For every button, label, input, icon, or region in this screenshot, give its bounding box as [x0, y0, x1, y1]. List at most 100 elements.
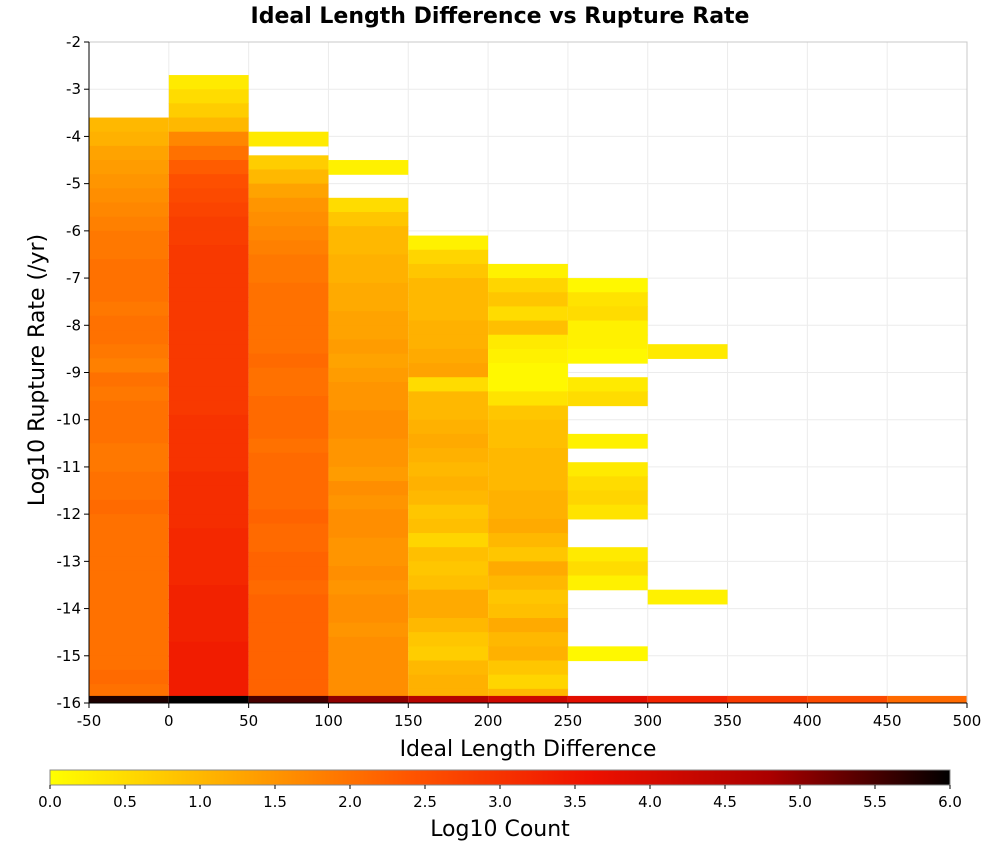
heatmap-cell — [248, 495, 329, 511]
heatmap-cell-bottom — [168, 695, 249, 703]
heatmap-cell — [647, 589, 728, 605]
y-tick-label: -16 — [57, 694, 82, 712]
heatmap-cell — [168, 372, 249, 388]
heatmap-cell — [248, 566, 329, 581]
x-tick-label: 250 — [554, 712, 583, 730]
heatmap-cell — [408, 674, 489, 690]
heatmap-cell — [89, 273, 169, 289]
heatmap-cell-bottom — [488, 695, 568, 703]
heatmap-cell — [328, 282, 409, 298]
heatmap-cell — [408, 688, 489, 697]
y-tick-label: -2 — [66, 33, 81, 51]
heatmap-cell — [408, 618, 489, 633]
heatmap-cell — [488, 348, 568, 364]
heatmap-cell — [89, 131, 169, 147]
heatmap-cell — [567, 476, 648, 492]
x-tick-label: 150 — [394, 712, 423, 730]
heatmap-cell — [488, 547, 568, 562]
heatmap-cell-bottom — [887, 695, 967, 703]
heatmap-cell — [488, 561, 568, 577]
heatmap-cell — [408, 589, 489, 605]
heatmap-cell — [248, 282, 329, 298]
heatmap-cell — [248, 665, 329, 680]
y-tick-label: -12 — [57, 505, 82, 523]
heatmap-cell — [248, 169, 329, 185]
heatmap-cell — [248, 622, 329, 638]
colorbar-tick-label: 2.0 — [338, 793, 362, 811]
colorbar-tick-label: 0.0 — [38, 793, 62, 811]
x-tick-label: -50 — [77, 712, 102, 730]
heatmap-cell — [89, 372, 169, 388]
heatmap-cell — [567, 278, 648, 293]
heatmap-cell-bottom — [89, 695, 169, 703]
heatmap-cell — [328, 353, 409, 369]
heatmap-cell — [89, 514, 169, 529]
heatmap-cell — [89, 457, 169, 473]
heatmap-cell — [328, 665, 409, 680]
colorbar-tick-label: 6.0 — [938, 793, 962, 811]
heatmap-cell — [408, 632, 489, 647]
axis-ticks: -50 0 50 100 150 200 250 300 350 400 450 500 -2 -3 -4 -… — [57, 33, 982, 730]
heatmap-cell — [248, 481, 329, 496]
heatmap-cell — [89, 485, 169, 501]
heatmap-cell — [168, 514, 249, 529]
heatmap-cell — [168, 443, 249, 459]
heatmap-cell — [89, 570, 169, 586]
heatmap-cell — [248, 396, 329, 411]
heatmap-cell — [328, 410, 409, 426]
colorbar-tick-label: 2.5 — [413, 793, 437, 811]
heatmap-cell-bottom — [727, 695, 808, 703]
x-tick-label: 50 — [239, 712, 258, 730]
heatmap-cell — [168, 570, 249, 586]
heatmap-cell — [168, 613, 249, 629]
heatmap-cell — [168, 499, 249, 515]
colorbar-tick-label: 1.0 — [188, 793, 212, 811]
heatmap-cell — [248, 580, 329, 596]
heatmap-cell — [488, 363, 568, 378]
heatmap-cell — [408, 249, 489, 265]
heatmap-cell — [248, 438, 329, 454]
heatmap-cell — [248, 594, 329, 610]
heatmap-cell — [89, 641, 169, 657]
heatmap-cell — [488, 476, 568, 492]
heatmap-cell — [248, 339, 329, 355]
heatmap-cell — [248, 537, 329, 553]
heatmap-cell — [488, 518, 568, 534]
heatmap-cell — [567, 504, 648, 520]
heatmap-cell — [488, 433, 568, 449]
heatmap-cell-bottom — [248, 695, 329, 703]
heatmap-cell — [408, 419, 489, 435]
heatmap-cell — [248, 424, 329, 440]
heatmap-cell — [408, 462, 489, 477]
heatmap-cell — [488, 263, 568, 279]
heatmap-cell — [408, 518, 489, 534]
heatmap-cell — [89, 188, 169, 204]
heatmap-cell — [567, 490, 648, 506]
heatmap-cell — [328, 466, 409, 482]
heatmap-cell — [89, 584, 169, 600]
heatmap-cell — [408, 660, 489, 676]
x-tick-label: 100 — [314, 712, 343, 730]
heatmap-cell — [408, 448, 489, 463]
heatmap-cell — [248, 353, 329, 369]
heatmap-cell — [248, 636, 329, 652]
heatmap-cell — [168, 358, 249, 374]
heatmap-cell — [328, 160, 409, 175]
heatmap-cell — [488, 377, 568, 392]
heatmap-cell — [168, 160, 249, 175]
colorbar-tick-label: 5.5 — [863, 793, 887, 811]
heatmap-cell — [89, 202, 169, 218]
colorbar-tick-label: 4.0 — [638, 793, 662, 811]
colorbar-tick-label: 4.5 — [713, 793, 737, 811]
heatmap-cell-bottom — [567, 695, 648, 703]
heatmap-cell — [567, 561, 648, 577]
heatmap-cell — [328, 580, 409, 596]
heatmap-cell — [328, 367, 409, 383]
heatmap-cell — [248, 509, 329, 525]
heatmap-cell — [168, 641, 249, 657]
heatmap-cell-bottom — [807, 695, 888, 703]
heatmap-cell — [89, 471, 169, 487]
colorbar-tick-label: 0.5 — [113, 793, 137, 811]
heatmap-cell — [168, 627, 249, 643]
heatmap-cell — [89, 556, 169, 572]
